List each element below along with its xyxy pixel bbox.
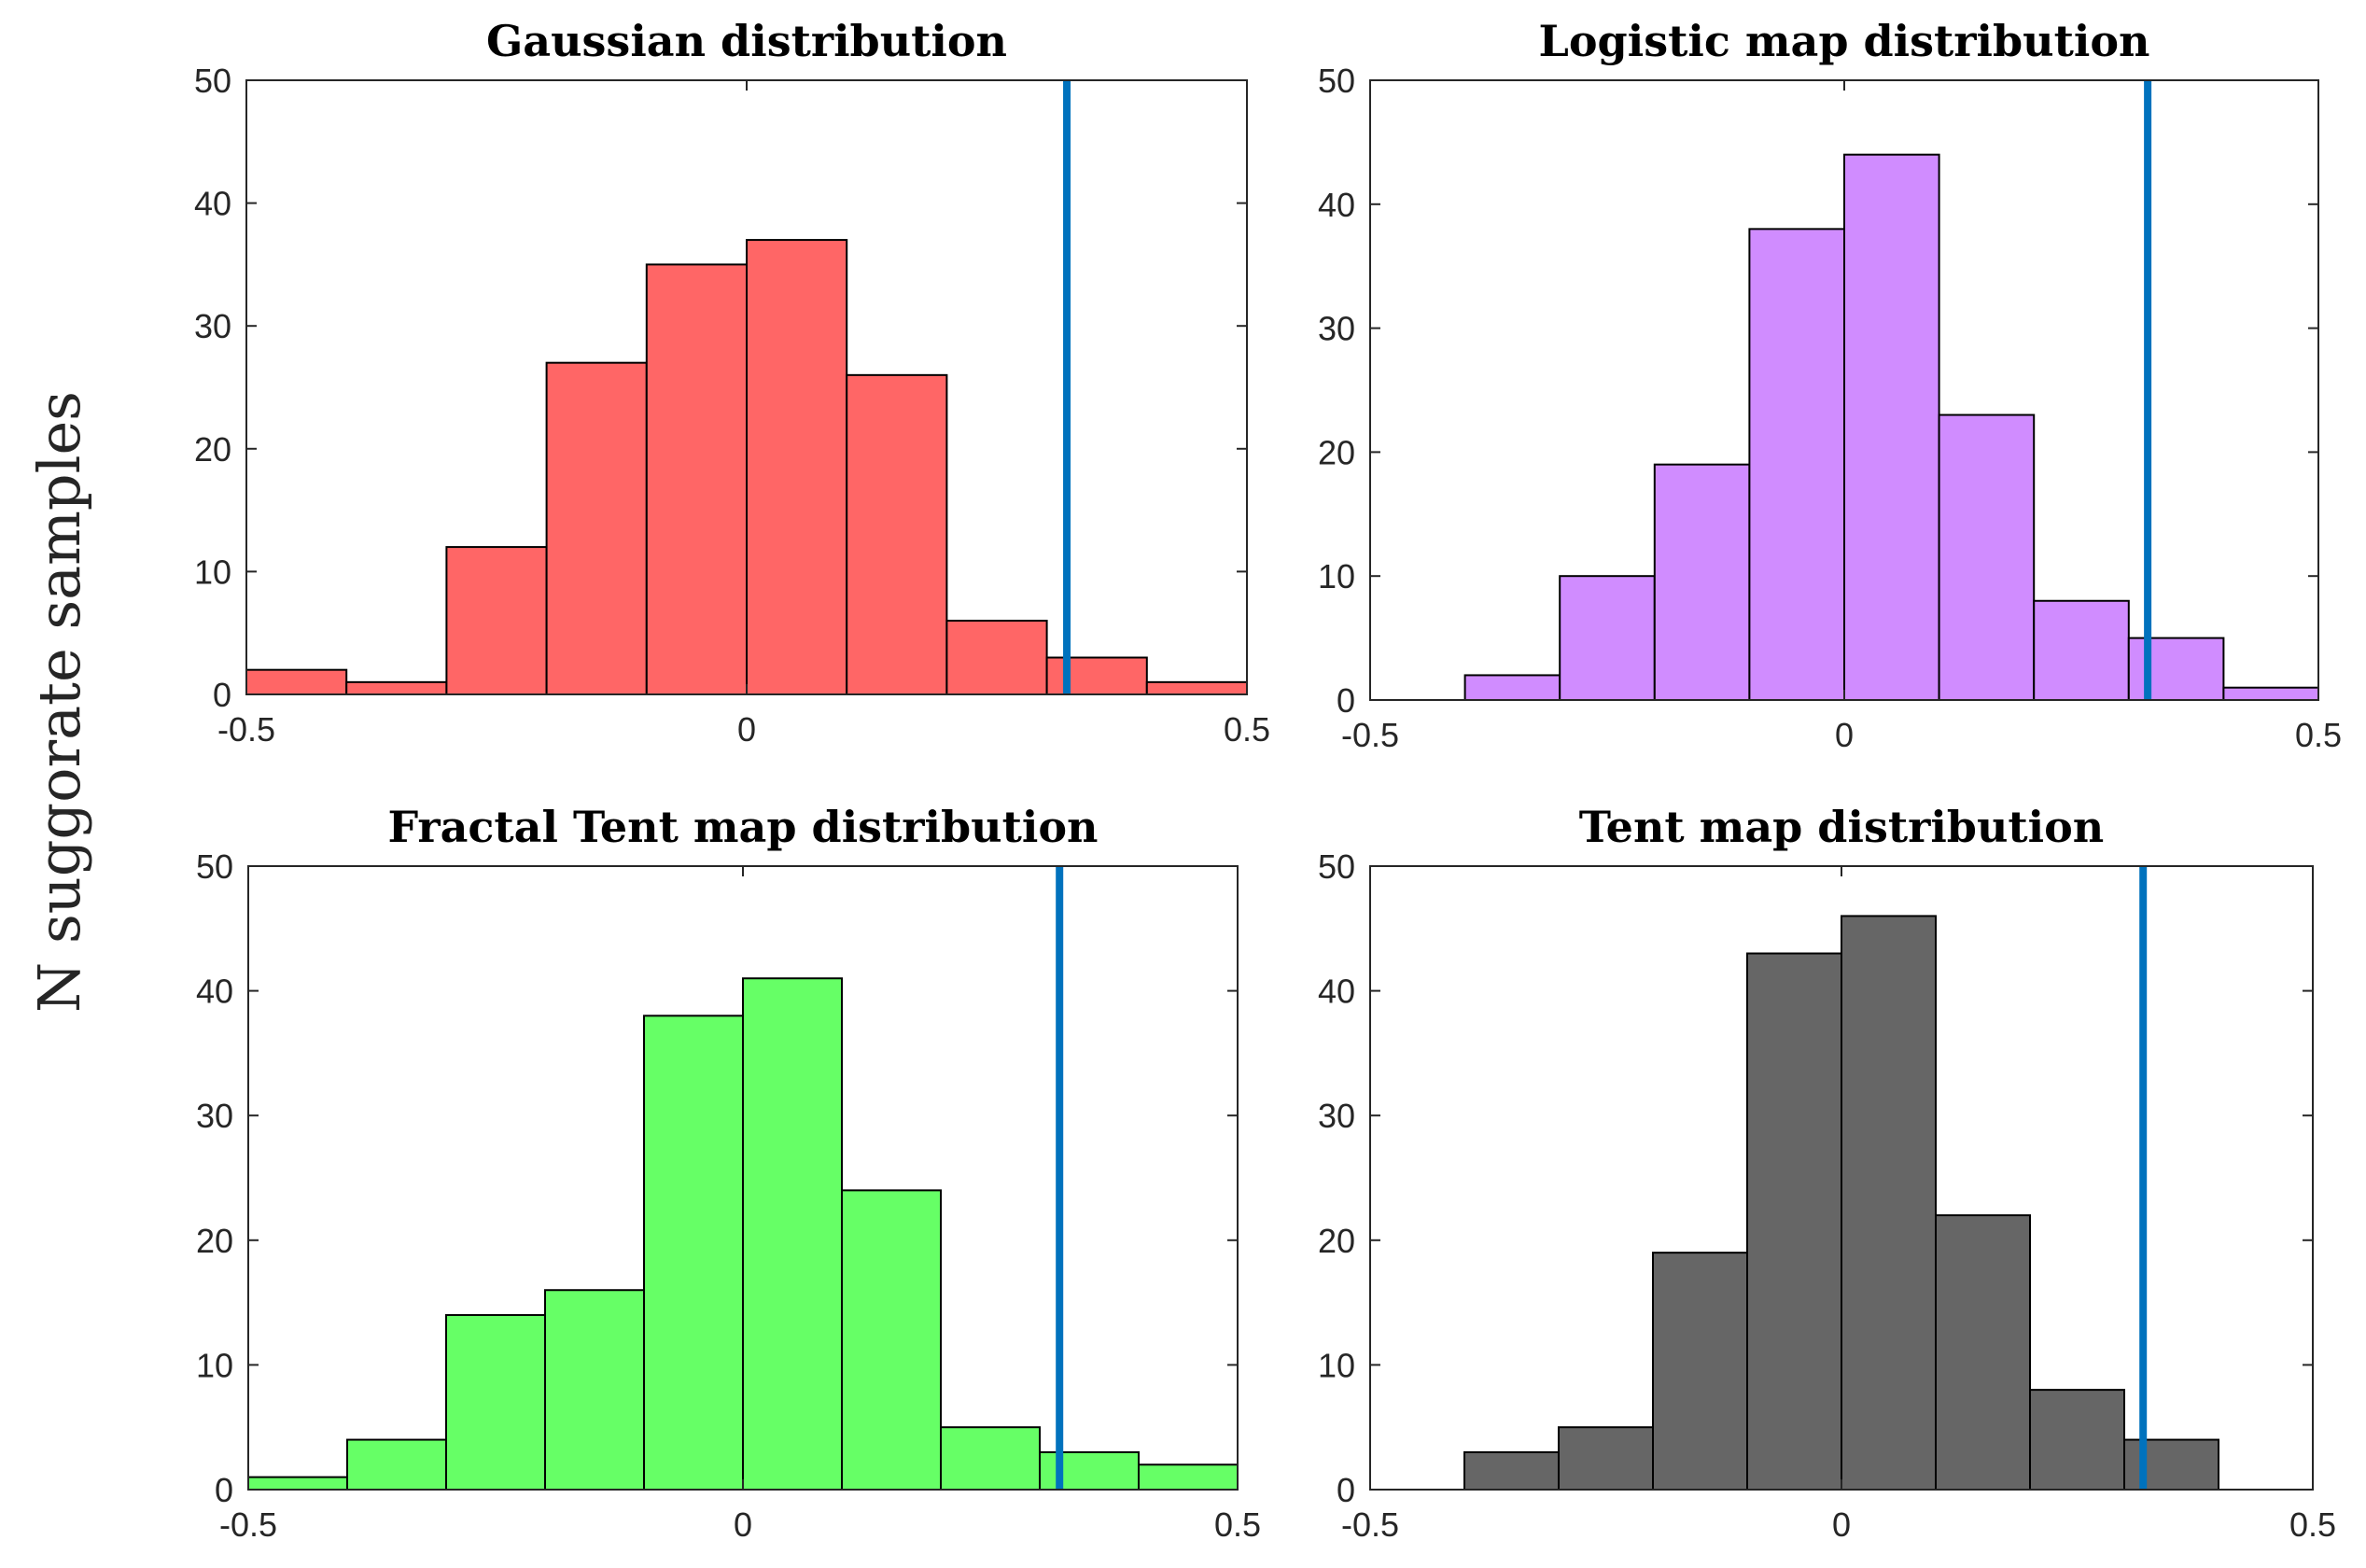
panel-title-gaussian: Gaussian distribution xyxy=(486,16,1007,66)
bar-gaussian-9 xyxy=(1145,680,1249,696)
bar-tent-1 xyxy=(1463,1450,1560,1491)
bar-fractal-tent-0 xyxy=(247,1476,348,1491)
y-tick-label-logistic-0: 0 xyxy=(1337,681,1355,720)
x-tick-label-logistic-2: 0.5 xyxy=(2295,716,2342,754)
y-tick-label-gaussian-0: 0 xyxy=(213,676,231,714)
y-tick-label-logistic-1: 10 xyxy=(1318,557,1355,595)
bar-tent-4 xyxy=(1746,952,1842,1491)
bar-gaussian-2 xyxy=(445,546,548,696)
bar-fractal-tent-6 xyxy=(841,1189,942,1491)
bar-tent-8 xyxy=(2123,1438,2219,1491)
bar-fractal-tent-3 xyxy=(544,1289,645,1491)
x-tick-label-logistic-0: -0.5 xyxy=(1341,716,1399,754)
bar-logistic-2 xyxy=(1559,575,1656,702)
x-tick-label-fractal-tent-1: 0 xyxy=(734,1505,752,1544)
bar-gaussian-4 xyxy=(645,263,748,695)
x-tick-label-gaussian-1: 0 xyxy=(737,710,756,749)
bar-tent-2 xyxy=(1558,1426,1654,1491)
bar-gaussian-0 xyxy=(245,668,348,695)
y-tick-label-logistic-4: 40 xyxy=(1318,186,1355,224)
bar-logistic-1 xyxy=(1463,674,1561,702)
x-tick-label-tent-0: -0.5 xyxy=(1341,1505,1399,1544)
bar-fractal-tent-9 xyxy=(1138,1463,1239,1491)
y-tick-label-fractal-tent-0: 0 xyxy=(215,1471,233,1509)
y-tick-label-tent-0: 0 xyxy=(1337,1471,1355,1509)
bar-fractal-tent-2 xyxy=(445,1313,546,1491)
bar-logistic-3 xyxy=(1653,463,1751,701)
y-tick-label-gaussian-4: 40 xyxy=(194,185,231,223)
y-tick-label-gaussian-2: 20 xyxy=(194,430,231,469)
x-tick-label-tent-1: 0 xyxy=(1832,1505,1851,1544)
y-tick-label-gaussian-5: 50 xyxy=(194,62,231,100)
y-tick-label-logistic-2: 20 xyxy=(1318,433,1355,471)
y-tick-label-fractal-tent-3: 30 xyxy=(196,1097,233,1135)
panel-title-logistic: Logistic map distribution xyxy=(1539,16,2150,66)
bar-fractal-tent-1 xyxy=(346,1438,447,1491)
x-tick-label-fractal-tent-2: 0.5 xyxy=(1214,1505,1261,1544)
bar-logistic-9 xyxy=(2222,686,2319,701)
y-tick-label-gaussian-1: 10 xyxy=(194,553,231,591)
bar-logistic-8 xyxy=(2127,637,2225,701)
y-tick-label-gaussian-3: 30 xyxy=(194,307,231,345)
bar-fractal-tent-7 xyxy=(940,1426,1041,1491)
y-tick-label-logistic-5: 50 xyxy=(1318,62,1355,100)
y-tick-label-tent-3: 30 xyxy=(1318,1097,1355,1135)
y-tick-label-fractal-tent-4: 40 xyxy=(196,973,233,1011)
bar-logistic-6 xyxy=(1938,413,2036,701)
y-tick-label-fractal-tent-2: 20 xyxy=(196,1222,233,1260)
x-tick-label-fractal-tent-0: -0.5 xyxy=(219,1505,277,1544)
y-tick-label-fractal-tent-1: 10 xyxy=(196,1346,233,1384)
x-tick-label-gaussian-2: 0.5 xyxy=(1224,710,1270,749)
x-tick-label-tent-2: 0.5 xyxy=(2289,1505,2336,1544)
bar-gaussian-5 xyxy=(746,239,848,695)
y-tick-label-tent-1: 10 xyxy=(1318,1346,1355,1384)
x-tick-label-logistic-1: 0 xyxy=(1835,716,1854,754)
bar-gaussian-8 xyxy=(1045,656,1148,696)
y-tick-label-logistic-3: 30 xyxy=(1318,310,1355,348)
bar-logistic-5 xyxy=(1843,153,1940,701)
figure-y-axis-label: N suggorate samples xyxy=(25,391,93,1013)
y-tick-label-tent-5: 50 xyxy=(1318,847,1355,886)
bar-logistic-7 xyxy=(2033,599,2130,702)
bar-logistic-4 xyxy=(1748,228,1846,702)
bar-tent-3 xyxy=(1652,1252,1748,1491)
bar-tent-6 xyxy=(1935,1214,2031,1491)
panel-title-tent: Tent map distribution xyxy=(1579,802,2105,852)
bar-gaussian-7 xyxy=(945,620,1048,695)
x-tick-label-gaussian-0: -0.5 xyxy=(217,710,275,749)
bar-gaussian-1 xyxy=(345,680,448,696)
panel-title-fractal-tent: Fractal Tent map distribution xyxy=(388,802,1099,852)
bar-tent-5 xyxy=(1841,915,1937,1491)
bar-fractal-tent-8 xyxy=(1039,1450,1140,1491)
y-tick-label-fractal-tent-5: 50 xyxy=(196,847,233,886)
y-tick-label-tent-4: 40 xyxy=(1318,973,1355,1011)
y-tick-label-tent-2: 20 xyxy=(1318,1222,1355,1260)
bar-gaussian-6 xyxy=(846,373,948,695)
bar-fractal-tent-5 xyxy=(742,977,843,1491)
bar-tent-7 xyxy=(2029,1389,2125,1491)
bar-gaussian-3 xyxy=(545,361,648,695)
bar-fractal-tent-4 xyxy=(643,1015,744,1491)
